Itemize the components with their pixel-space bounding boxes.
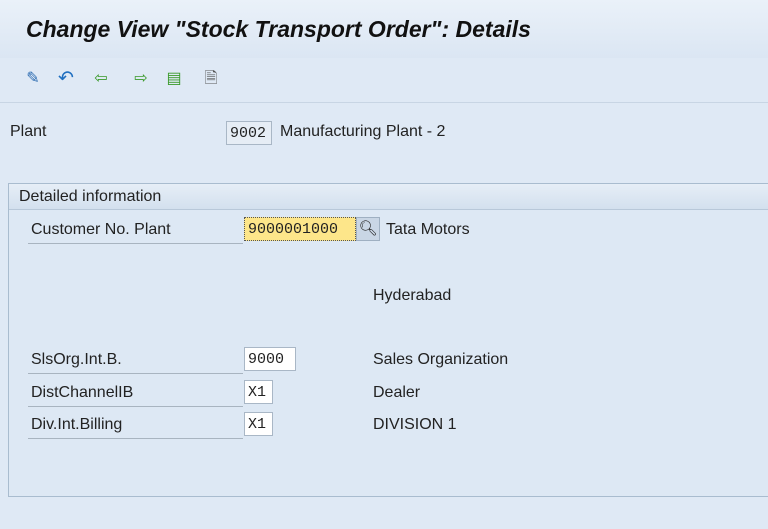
division-description: DIVISION 1	[373, 416, 457, 433]
salesorg-input[interactable]: 9000	[244, 347, 296, 371]
plant-description: Manufacturing Plant - 2	[280, 123, 446, 140]
plant-field: 9002	[226, 121, 272, 145]
next-entry-icon[interactable]: ⇨	[134, 70, 148, 87]
select-icon[interactable]: ▤	[166, 70, 182, 87]
distchannel-input[interactable]: X1	[244, 380, 273, 404]
previous-entry-icon[interactable]: ⇦	[94, 70, 108, 87]
customer-city: Hyderabad	[373, 287, 452, 304]
display-change-icon[interactable]: ✎	[26, 70, 40, 87]
division-label: Div.Int.Billing	[31, 416, 123, 433]
distchannel-label: DistChannelIB	[31, 384, 134, 401]
undo-icon[interactable]: ↶	[58, 68, 74, 89]
distchannel-description: Dealer	[373, 384, 421, 401]
plant-label: Plant	[10, 123, 47, 140]
customer-label: Customer No. Plant	[31, 221, 171, 238]
title-bar: Change View "Stock Transport Order": Det…	[0, 0, 768, 59]
division-input[interactable]: X1	[244, 412, 273, 436]
detailed-information-group: Detailed information	[8, 183, 768, 497]
customer-number-input[interactable]: 9000001000	[244, 217, 356, 241]
search-help-icon[interactable]: 🔍︎	[356, 217, 380, 241]
customer-name: Tata Motors	[386, 221, 470, 238]
page-title: Change View "Stock Transport Order": Det…	[26, 16, 531, 42]
salesorg-description: Sales Organization	[373, 351, 509, 368]
group-title: Detailed information	[9, 184, 768, 210]
display-icon[interactable]: 🗎	[204, 70, 218, 87]
salesorg-label: SlsOrg.Int.B.	[31, 351, 122, 368]
toolbar: ✎ ↶ ⇦ ⇨ ▤ 🗎	[0, 58, 768, 103]
